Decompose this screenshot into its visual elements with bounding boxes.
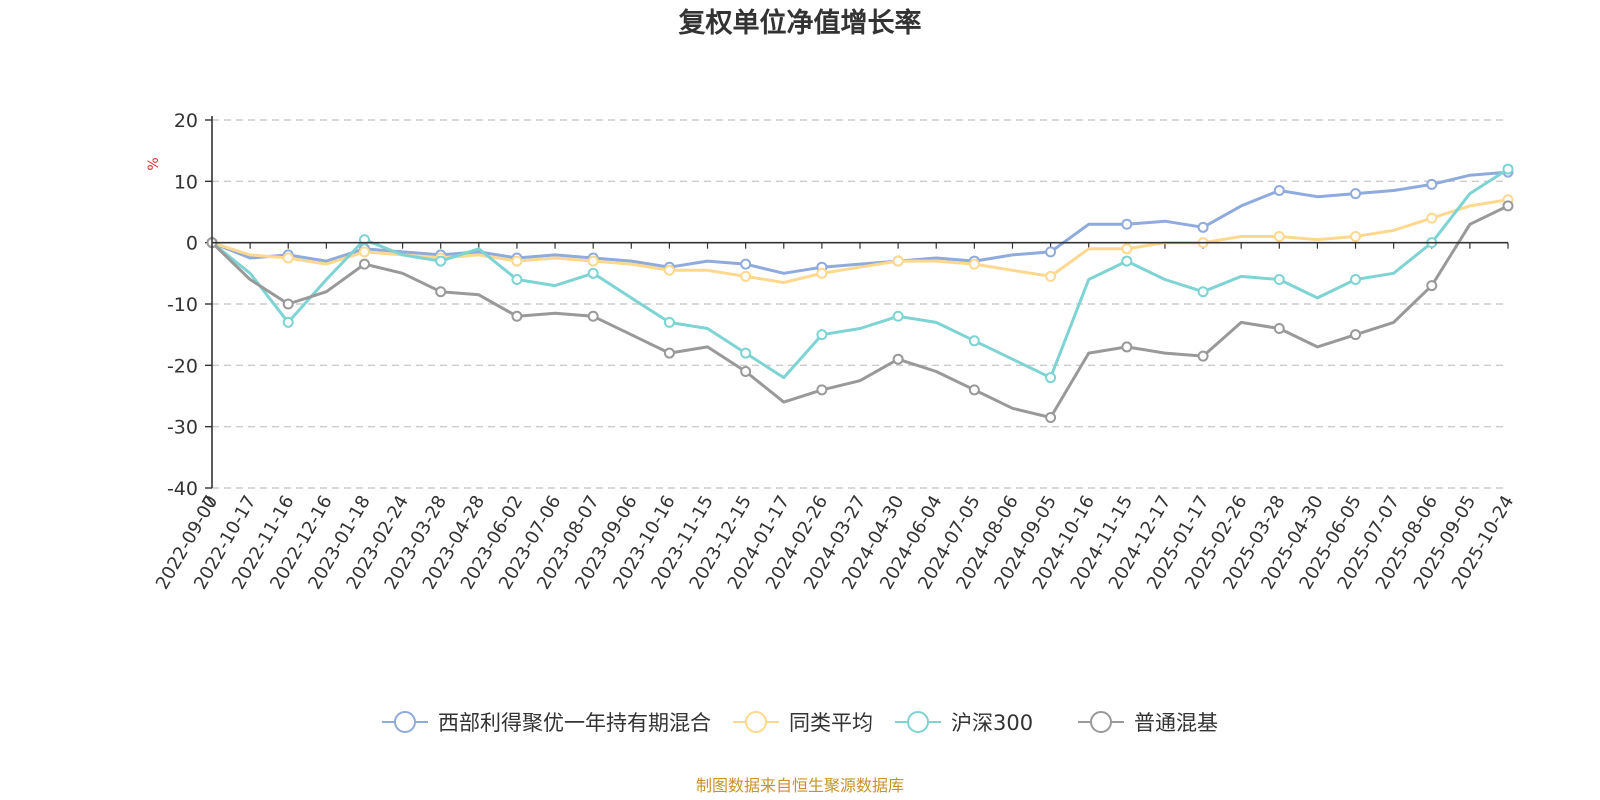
legend-marker xyxy=(1090,711,1112,733)
data-point xyxy=(282,252,294,264)
data-point xyxy=(587,310,599,322)
y-axis-unit: % xyxy=(146,157,162,170)
data-point xyxy=(1426,178,1438,190)
data-source-note: 制图数据来自恒生聚源数据库 xyxy=(696,776,904,795)
series-line xyxy=(211,170,1509,275)
data-point xyxy=(892,353,904,365)
data-point xyxy=(1273,231,1285,243)
data-point xyxy=(587,267,599,279)
data-point xyxy=(511,310,523,322)
data-point xyxy=(1045,411,1057,423)
legend-item[interactable]: 沪深300 xyxy=(895,711,1033,735)
series-line xyxy=(210,204,1509,419)
series-0 xyxy=(206,166,1514,275)
series-line xyxy=(211,198,1509,284)
data-point xyxy=(1045,246,1057,258)
legend-item[interactable]: 同类平均 xyxy=(733,711,873,735)
legend-item[interactable]: 普通混基 xyxy=(1078,711,1218,735)
legend-marker xyxy=(907,711,929,733)
series-1 xyxy=(206,194,1514,284)
data-point xyxy=(740,347,752,359)
data-point xyxy=(740,365,752,377)
data-point xyxy=(1350,273,1362,285)
y-tick-label: -10 xyxy=(167,294,198,316)
gridlines xyxy=(212,119,1508,489)
data-point xyxy=(1502,200,1514,212)
legend-item[interactable]: 西部利得聚优一年持有期混合 xyxy=(382,711,711,735)
legend-label: 同类平均 xyxy=(789,711,873,735)
legend-marker xyxy=(394,711,416,733)
data-point xyxy=(435,255,447,267)
y-tick-label: -20 xyxy=(167,355,198,377)
data-point xyxy=(663,316,675,328)
data-point xyxy=(1273,273,1285,285)
data-point xyxy=(1502,163,1514,175)
data-point xyxy=(968,335,980,347)
data-point xyxy=(663,264,675,276)
data-point xyxy=(816,267,828,279)
series-3 xyxy=(206,200,1514,423)
data-point xyxy=(892,310,904,322)
data-point xyxy=(1121,255,1133,267)
series-line xyxy=(211,167,1509,380)
data-point xyxy=(282,298,294,310)
data-point xyxy=(282,316,294,328)
data-point xyxy=(740,270,752,282)
data-point xyxy=(1350,329,1362,341)
legend-label: 沪深300 xyxy=(951,711,1033,735)
data-point xyxy=(968,258,980,270)
y-tick-label: 0 xyxy=(186,233,198,255)
series-2 xyxy=(206,163,1514,384)
data-point xyxy=(511,255,523,267)
y-tick-label: 20 xyxy=(174,110,198,132)
data-point xyxy=(1121,243,1133,255)
data-point xyxy=(816,329,828,341)
legend-marker xyxy=(745,711,767,733)
data-point xyxy=(358,246,370,258)
data-point xyxy=(1121,218,1133,230)
data-point xyxy=(968,384,980,396)
data-point xyxy=(1197,286,1209,298)
y-tick-label: -30 xyxy=(167,417,198,439)
data-point xyxy=(892,255,904,267)
axes xyxy=(211,116,1508,488)
data-point xyxy=(816,384,828,396)
y-tick-label: -40 xyxy=(167,478,198,500)
data-point xyxy=(1121,341,1133,353)
data-point xyxy=(1426,280,1438,292)
data-point xyxy=(358,234,370,246)
data-point xyxy=(1350,188,1362,200)
data-point xyxy=(1197,350,1209,362)
data-point xyxy=(1045,372,1057,384)
legend: 西部利得聚优一年持有期混合 同类平均 沪深300 普通混基 xyxy=(382,711,1218,735)
data-point xyxy=(663,347,675,359)
data-point xyxy=(1350,231,1362,243)
legend-label: 普通混基 xyxy=(1134,711,1218,735)
y-tick-label: 10 xyxy=(174,171,198,193)
data-point xyxy=(1426,212,1438,224)
chart-title: 复权单位净值增长率 xyxy=(679,7,922,39)
data-point xyxy=(740,258,752,270)
data-point xyxy=(587,255,599,267)
data-point xyxy=(435,286,447,298)
data-point xyxy=(358,258,370,270)
legend-label: 西部利得聚优一年持有期混合 xyxy=(438,711,711,735)
data-point xyxy=(1045,270,1057,282)
data-point xyxy=(511,273,523,285)
data-point xyxy=(1197,221,1209,233)
data-point xyxy=(1273,323,1285,335)
data-point xyxy=(1273,185,1285,197)
series-lines xyxy=(206,163,1514,423)
y-axis-ticks: 20 10 0 -10 -20 -30 -40 xyxy=(167,110,212,500)
